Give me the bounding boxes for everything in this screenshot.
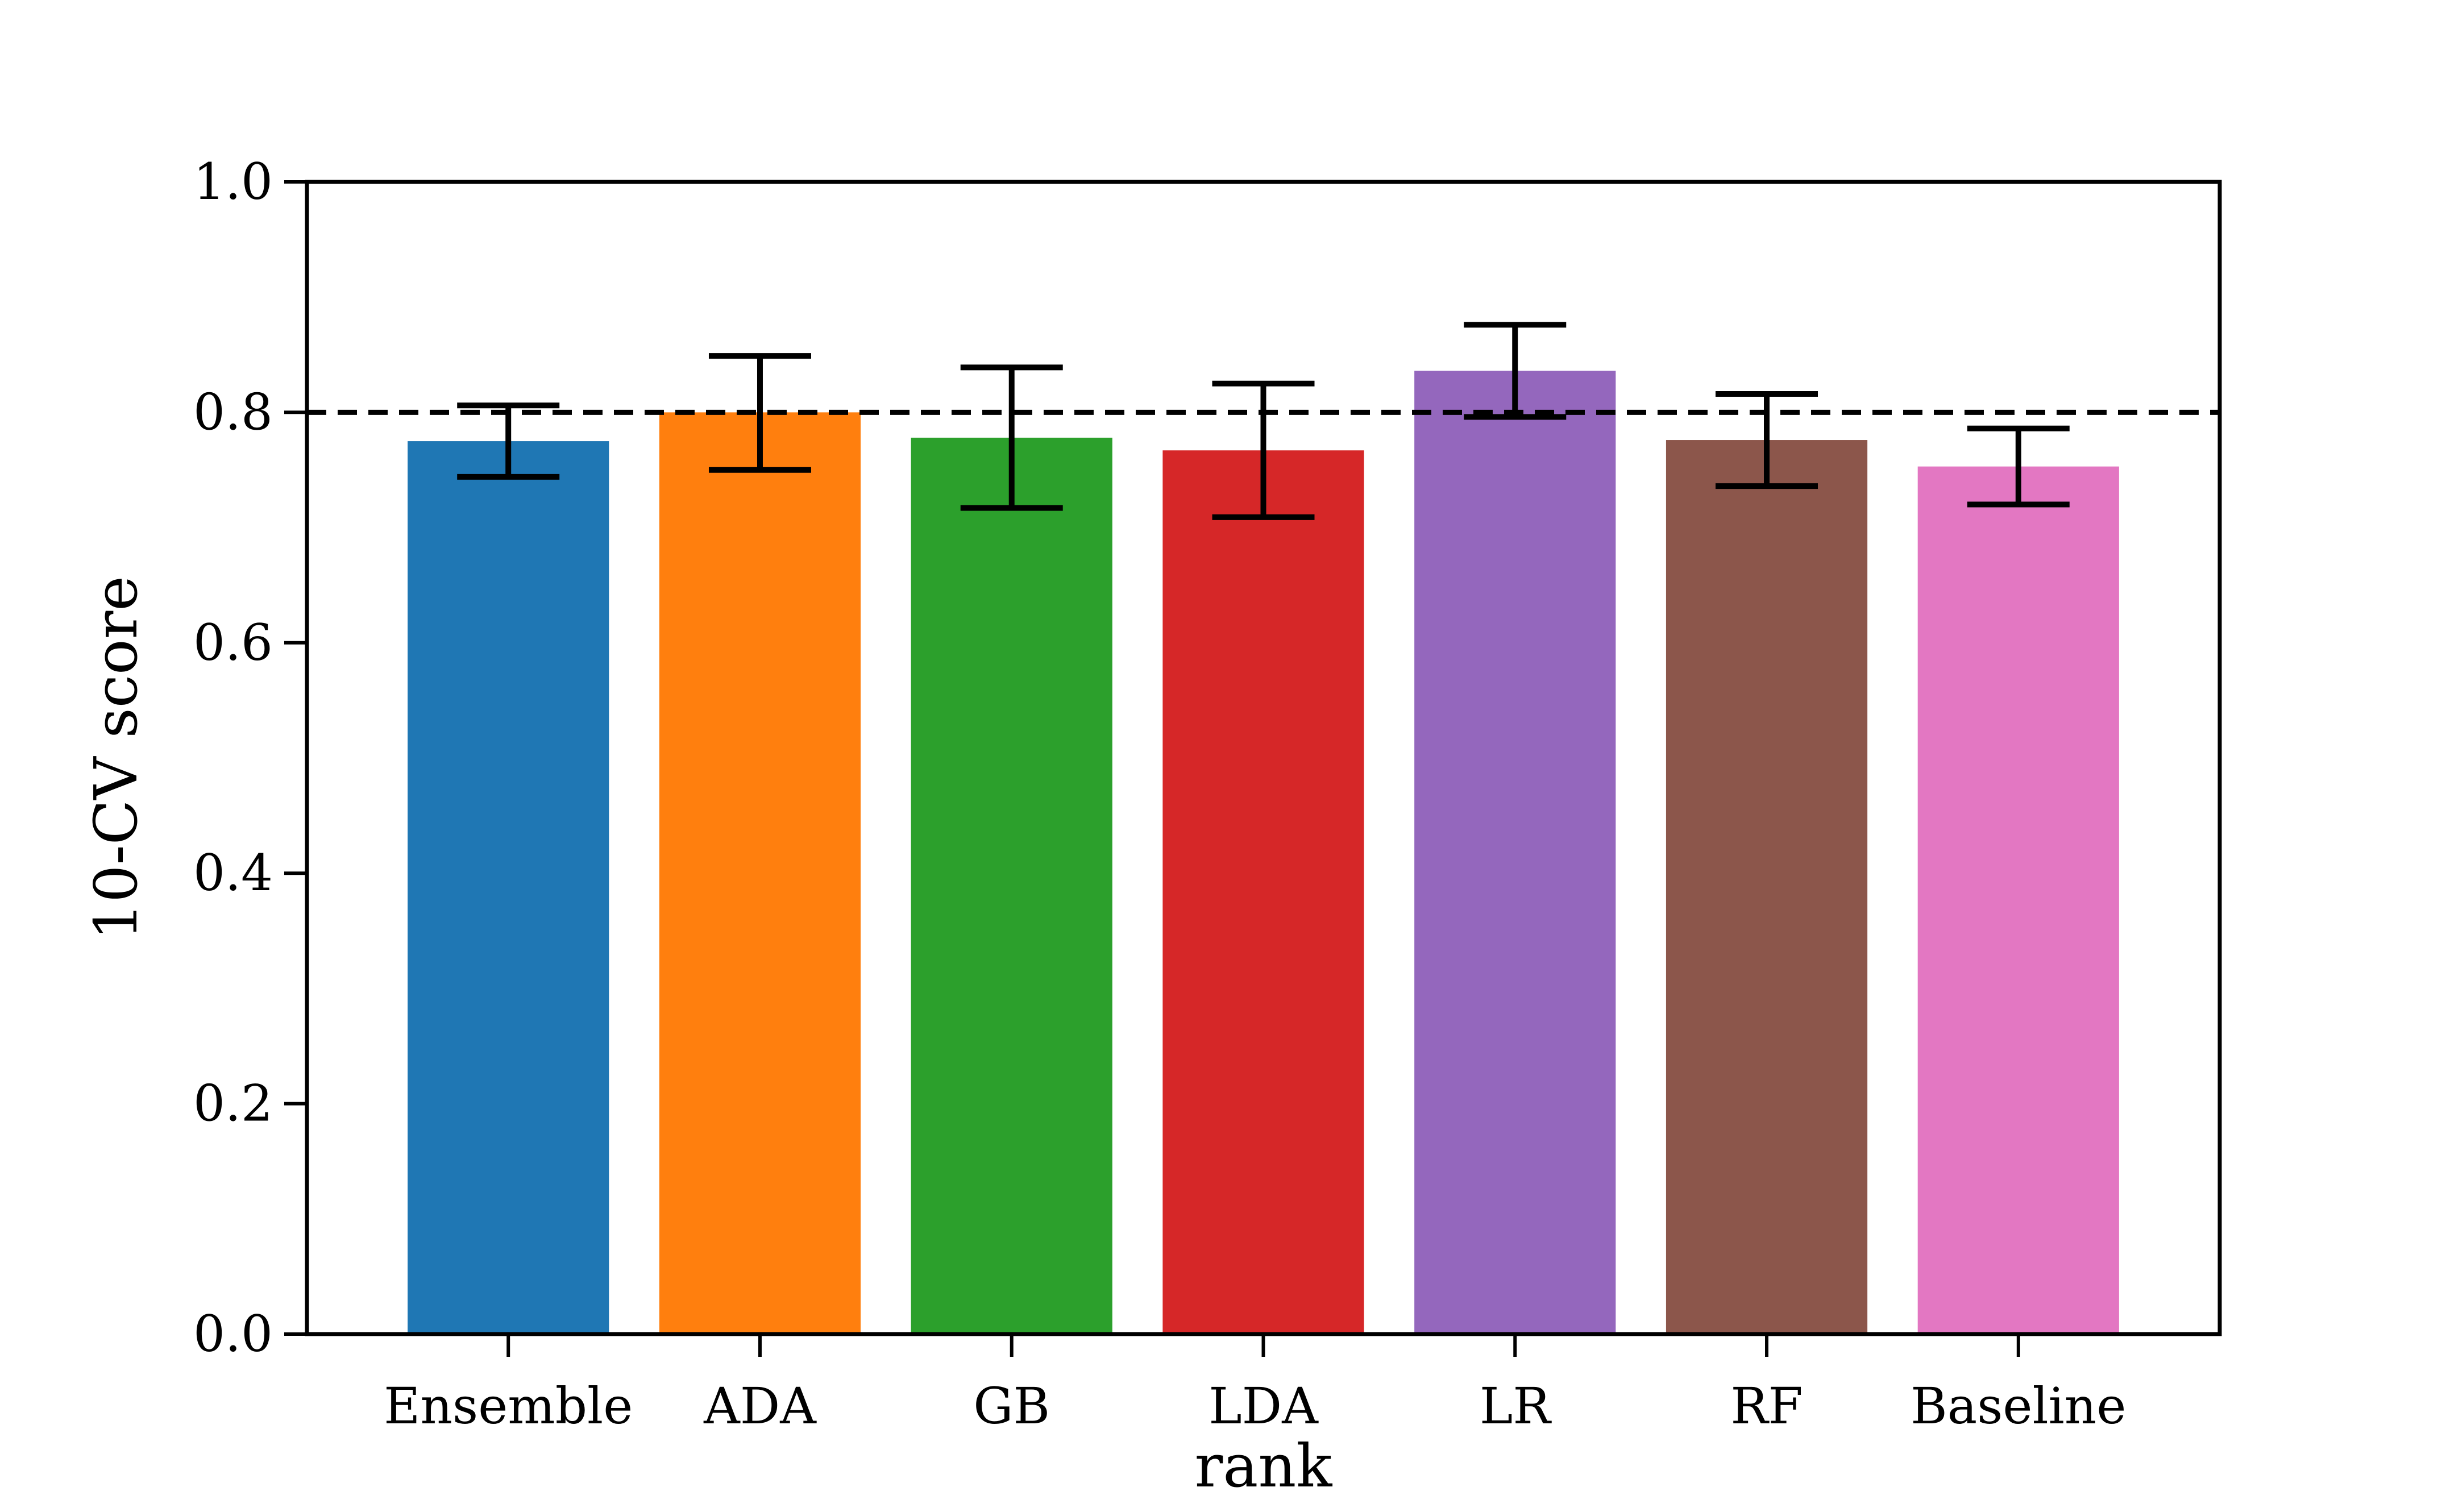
y-tick-label: 0.0 bbox=[193, 1305, 273, 1363]
bar-rf bbox=[1666, 440, 1868, 1334]
x-tick-label: Baseline bbox=[1911, 1377, 2126, 1435]
y-axis-label: 10-CV score bbox=[81, 576, 151, 940]
bar-lda bbox=[1162, 450, 1364, 1334]
y-axis: 0.0 0.2 0.4 0.6 0.8 1.0 bbox=[193, 152, 307, 1363]
error-bar-ensemble bbox=[457, 402, 560, 480]
y-tick-label: 0.2 bbox=[193, 1074, 273, 1133]
y-tick-label: 0.8 bbox=[193, 383, 273, 441]
x-tick-label: GB bbox=[973, 1377, 1050, 1435]
error-bar-lda bbox=[1212, 380, 1315, 520]
error-bar-lr bbox=[1464, 322, 1567, 420]
error-bar-gb bbox=[960, 364, 1063, 511]
y-tick-label: 1.0 bbox=[193, 152, 273, 211]
error-bar-ada bbox=[708, 353, 811, 473]
x-tick-label: Ensemble bbox=[384, 1377, 633, 1435]
y-tick-label: 0.4 bbox=[193, 844, 273, 902]
error-bars-layer bbox=[457, 322, 2070, 520]
bar-baseline bbox=[1917, 466, 2119, 1335]
x-tick-label: LDA bbox=[1208, 1377, 1319, 1435]
x-tick-label: ADA bbox=[703, 1377, 817, 1435]
bar-gb bbox=[911, 437, 1112, 1334]
bar-ensemble bbox=[408, 441, 609, 1335]
x-axis-label: rank bbox=[1195, 1431, 1333, 1501]
x-axis: Ensemble ADA GB LDA LR RF Baseline bbox=[384, 1334, 2127, 1435]
error-bar-rf bbox=[1716, 391, 1818, 489]
error-bar-baseline bbox=[1967, 425, 2070, 508]
bar-lr bbox=[1414, 371, 1616, 1334]
bar-ada bbox=[659, 412, 861, 1334]
x-tick-label: RF bbox=[1730, 1377, 1803, 1435]
y-tick-label: 0.6 bbox=[193, 613, 273, 672]
bars-layer bbox=[408, 371, 2119, 1335]
x-tick-label: LR bbox=[1480, 1377, 1552, 1435]
